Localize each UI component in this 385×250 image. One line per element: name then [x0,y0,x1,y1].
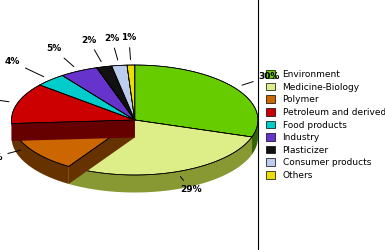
Polygon shape [69,120,252,175]
Polygon shape [12,120,135,166]
Polygon shape [135,120,252,154]
Text: 2%: 2% [104,34,119,60]
Polygon shape [40,76,135,120]
Text: 30%: 30% [242,72,280,85]
Text: 4%: 4% [5,57,44,77]
Legend: Environment, Medicine-Biology, Polymer, Petroleum and derived, Food products, In: Environment, Medicine-Biology, Polymer, … [266,70,385,180]
Polygon shape [252,120,258,154]
Polygon shape [12,124,69,184]
Text: 2%: 2% [81,36,101,62]
Polygon shape [62,68,135,120]
Polygon shape [97,66,135,120]
Polygon shape [127,65,135,120]
Text: 15%: 15% [0,150,21,162]
Polygon shape [135,65,258,137]
Polygon shape [112,65,135,120]
Text: 1%: 1% [121,33,137,60]
Polygon shape [69,120,135,184]
Text: 5%: 5% [46,44,74,67]
Polygon shape [12,120,135,141]
Polygon shape [12,85,135,124]
Polygon shape [135,120,252,154]
Text: 12%: 12% [0,92,9,102]
Polygon shape [69,137,252,192]
Polygon shape [69,120,135,184]
Text: 29%: 29% [180,176,202,194]
Polygon shape [12,120,135,141]
